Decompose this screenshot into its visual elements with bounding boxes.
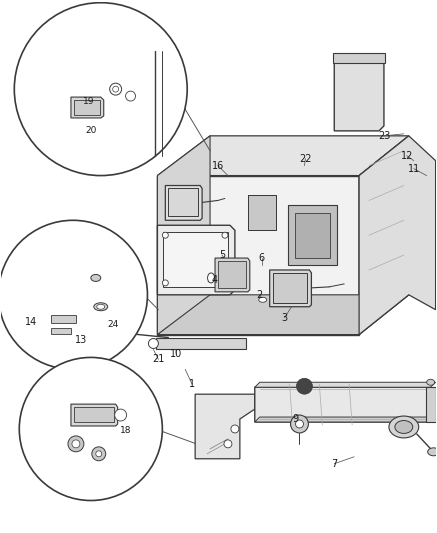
Polygon shape [71,404,118,426]
Polygon shape [359,136,436,335]
Circle shape [222,232,228,238]
Polygon shape [157,295,409,335]
Ellipse shape [94,303,108,311]
Polygon shape [334,56,384,131]
Ellipse shape [395,421,413,433]
Circle shape [0,220,147,369]
Ellipse shape [389,416,419,438]
Circle shape [14,3,187,175]
Text: 3: 3 [281,313,288,322]
Circle shape [92,447,106,461]
Polygon shape [255,387,436,422]
Circle shape [113,86,118,92]
Circle shape [149,338,158,349]
Circle shape [224,440,232,448]
Polygon shape [255,382,436,387]
Bar [156,337,246,350]
Polygon shape [270,270,312,307]
Text: 22: 22 [299,154,312,164]
Text: 5: 5 [219,250,225,260]
Circle shape [125,91,135,101]
Text: 7: 7 [331,459,337,469]
Bar [288,205,337,265]
Text: 19: 19 [83,96,94,106]
Polygon shape [165,185,202,220]
Circle shape [291,415,309,433]
Bar [51,328,71,334]
Circle shape [114,409,127,421]
Ellipse shape [427,379,435,385]
Text: 13: 13 [75,335,87,344]
Text: 23: 23 [378,131,390,141]
Bar [163,232,228,287]
Text: 18: 18 [120,426,132,435]
Bar [273,273,308,303]
Text: 12: 12 [401,151,413,161]
Text: 14: 14 [25,317,37,327]
Text: 21: 21 [152,354,165,365]
Bar [74,100,100,115]
Bar [218,261,246,288]
Text: 1: 1 [189,379,195,389]
Circle shape [110,83,121,95]
Circle shape [163,280,168,286]
Circle shape [295,420,303,428]
Circle shape [231,425,239,433]
Ellipse shape [91,274,101,281]
Ellipse shape [259,297,267,302]
Text: 20: 20 [85,126,97,135]
Polygon shape [195,394,255,459]
Circle shape [163,232,168,238]
Bar [248,196,276,230]
Circle shape [296,378,312,394]
Ellipse shape [17,321,29,337]
Polygon shape [215,258,250,292]
Circle shape [222,280,228,286]
Polygon shape [157,225,235,295]
Circle shape [19,358,163,500]
Bar [248,196,276,230]
Text: 11: 11 [408,164,420,174]
Text: 16: 16 [212,160,224,171]
Circle shape [68,436,84,452]
Ellipse shape [428,448,437,456]
Bar [51,314,76,322]
Polygon shape [255,417,436,422]
Circle shape [26,318,42,334]
Polygon shape [426,387,436,422]
Text: 6: 6 [259,253,265,263]
Ellipse shape [97,304,105,309]
Polygon shape [157,136,210,335]
Bar [74,407,114,422]
Circle shape [96,451,102,457]
Polygon shape [157,175,359,335]
Text: 4: 4 [212,275,218,285]
Text: 2: 2 [257,290,263,300]
Ellipse shape [208,273,215,283]
Circle shape [30,321,38,329]
Polygon shape [359,136,409,335]
Text: 10: 10 [170,350,182,359]
Polygon shape [71,97,104,118]
Ellipse shape [20,326,26,334]
Circle shape [72,440,80,448]
Bar [168,189,198,216]
Text: 9: 9 [292,414,298,424]
Bar [295,213,330,258]
Polygon shape [157,136,409,175]
Text: 24: 24 [107,320,118,329]
Bar [333,53,385,63]
